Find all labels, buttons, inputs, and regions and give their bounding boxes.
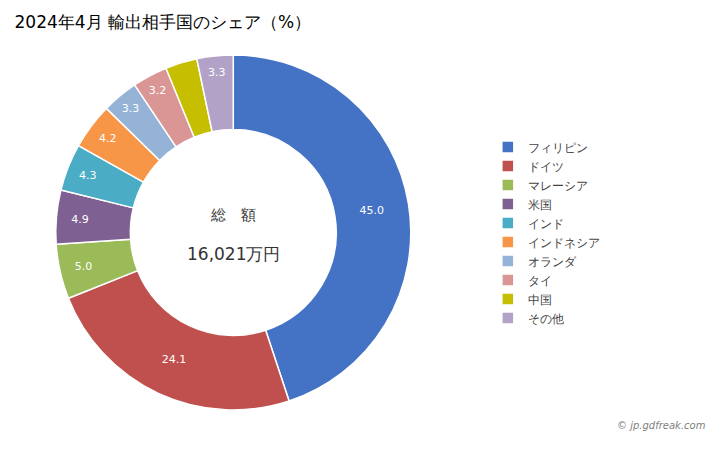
svg-text:3.3: 3.3 (208, 66, 226, 79)
svg-text:4.2: 4.2 (99, 132, 117, 145)
svg-text:中国: 中国 (528, 293, 552, 307)
svg-text:2024年4月 輸出相手国のシェア（%）: 2024年4月 輸出相手国のシェア（%） (15, 12, 312, 32)
svg-text:タイ: タイ (528, 274, 552, 288)
svg-text:その他: その他 (528, 312, 564, 326)
svg-text:3.3: 3.3 (122, 102, 140, 115)
svg-text:マレーシア: マレーシア (528, 179, 588, 193)
svg-text:総 額: 総 額 (210, 206, 256, 224)
svg-text:フィリピン: フィリピン (528, 141, 588, 155)
svg-text:4.9: 4.9 (71, 213, 89, 226)
svg-text:米国: 米国 (528, 198, 552, 212)
svg-text:45.0: 45.0 (359, 204, 384, 217)
svg-text:インド: インド (528, 217, 564, 231)
svg-text:オランダ: オランダ (528, 255, 577, 269)
svg-text:4.3: 4.3 (79, 169, 97, 182)
svg-text:© jp.gdfreak.com: © jp.gdfreak.com (617, 420, 706, 431)
svg-text:インドネシア: インドネシア (528, 236, 600, 250)
svg-text:5.0: 5.0 (75, 260, 93, 273)
svg-text:3.2: 3.2 (149, 84, 167, 97)
svg-text:24.1: 24.1 (162, 353, 187, 366)
svg-text:16,021万円: 16,021万円 (187, 244, 280, 264)
svg-text:ドイツ: ドイツ (528, 160, 564, 174)
